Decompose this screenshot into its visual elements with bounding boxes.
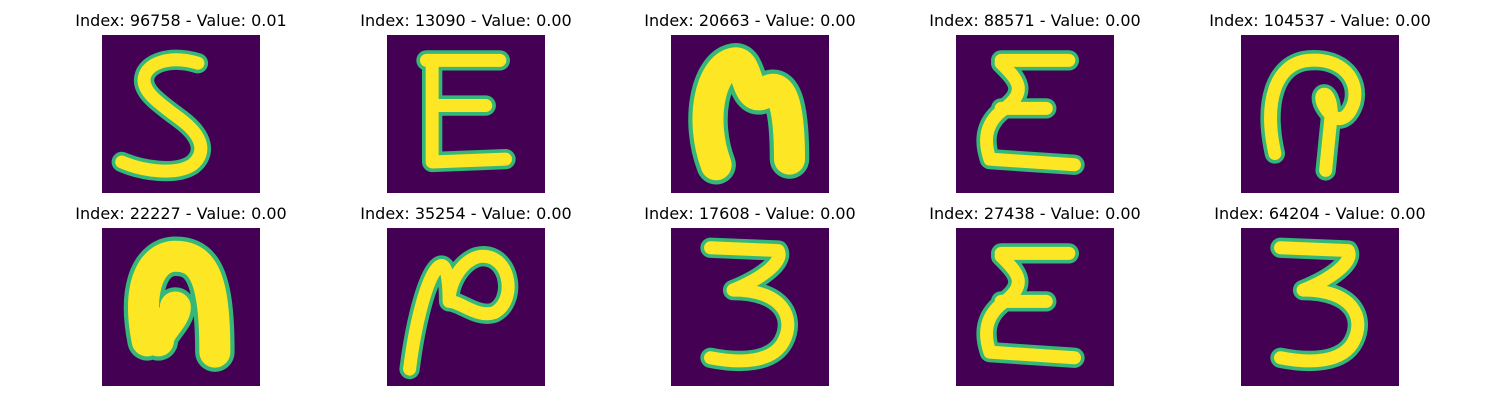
digit-image — [387, 228, 545, 386]
sample-panel: Index: 20663 - Value: 0.00 — [600, 0, 900, 193]
stroke-core — [1264, 53, 1362, 177]
digit-image — [102, 35, 260, 193]
digit-image — [387, 35, 545, 193]
stroke-core — [692, 47, 806, 181]
panel-title: Index: 22227 - Value: 0.00 — [75, 204, 287, 223]
panel-title: Index: 17608 - Value: 0.00 — [644, 204, 856, 223]
panel-title: Index: 64204 - Value: 0.00 — [1214, 204, 1426, 223]
sample-panel: Index: 13090 - Value: 0.00 — [316, 0, 616, 193]
stroke-core — [704, 241, 795, 368]
stroke-core — [403, 249, 515, 376]
digit-image — [1241, 228, 1399, 386]
panel-title: Index: 20663 - Value: 0.00 — [644, 11, 856, 30]
panel-title: Index: 13090 - Value: 0.00 — [360, 11, 572, 30]
sample-panel: Index: 35254 - Value: 0.00 — [316, 193, 616, 386]
digit-image — [956, 228, 1114, 386]
digit-image — [1241, 35, 1399, 193]
panel-title: Index: 27438 - Value: 0.00 — [929, 204, 1141, 223]
sample-panel: Index: 27438 - Value: 0.00 — [885, 193, 1185, 386]
digit-image — [671, 228, 829, 386]
stroke-core — [980, 246, 1081, 365]
stroke-core — [128, 240, 231, 368]
panel-title: Index: 35254 - Value: 0.00 — [360, 204, 572, 223]
digit-image — [956, 35, 1114, 193]
sample-panel: Index: 64204 - Value: 0.00 — [1170, 193, 1470, 386]
sample-panel: Index: 17608 - Value: 0.00 — [600, 193, 900, 386]
sample-panel: Index: 22227 - Value: 0.00 — [31, 193, 331, 386]
panel-title: Index: 96758 - Value: 0.01 — [75, 11, 287, 30]
stroke-core — [980, 53, 1081, 172]
sample-panel: Index: 104537 - Value: 0.00 — [1170, 0, 1470, 193]
sample-panel: Index: 88571 - Value: 0.00 — [885, 0, 1185, 193]
panel-title: Index: 88571 - Value: 0.00 — [929, 11, 1141, 30]
stroke-core — [1274, 241, 1365, 368]
panel-title: Index: 104537 - Value: 0.00 — [1209, 11, 1431, 30]
stroke-core — [420, 53, 512, 169]
stroke-core — [115, 53, 208, 178]
digit-image — [102, 228, 260, 386]
digit-image — [671, 35, 829, 193]
sample-panel: Index: 96758 - Value: 0.01 — [31, 0, 331, 193]
